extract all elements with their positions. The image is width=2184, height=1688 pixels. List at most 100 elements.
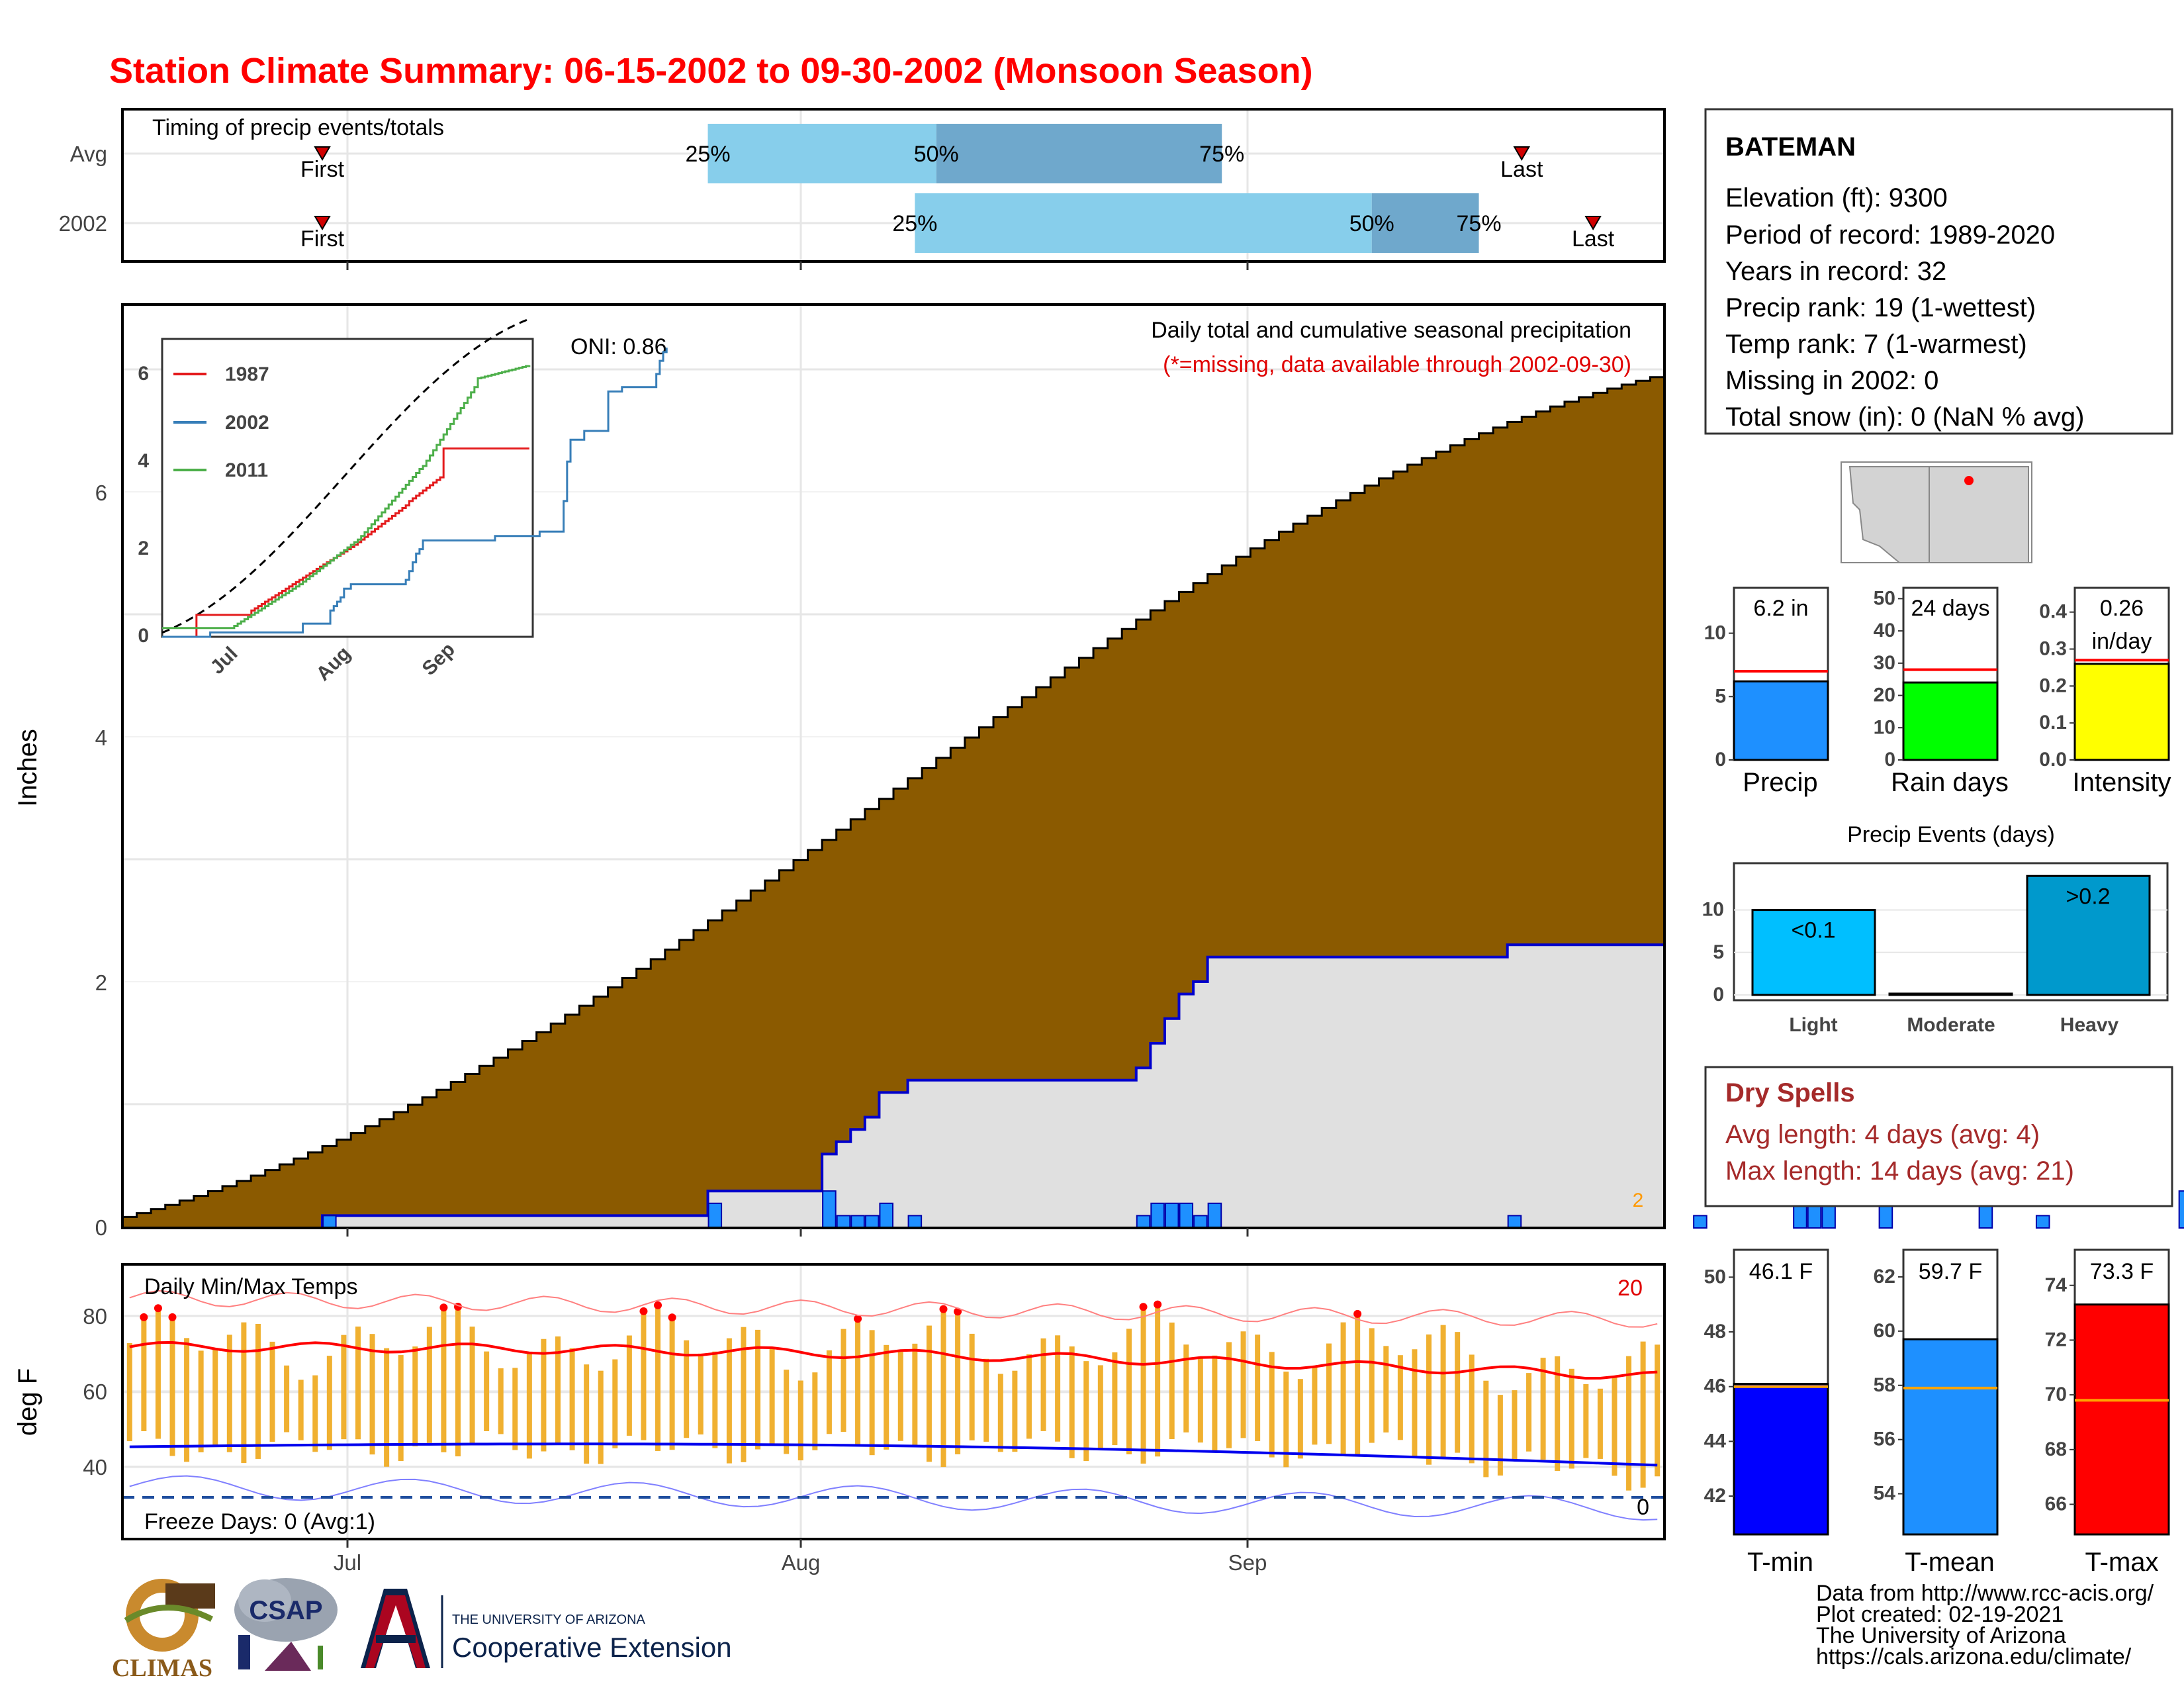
daily-temp-bar [1569, 1368, 1574, 1469]
inset-ytick-4: 4 [138, 450, 149, 472]
daily-temp-bar [1440, 1325, 1446, 1458]
daily-temp-bar [284, 1365, 290, 1432]
temp-count-high: 20 [1617, 1276, 1643, 1301]
tempbar-label-tmax: T-max [2085, 1548, 2158, 1577]
year-cumulative-line [122, 943, 1664, 1229]
daily-temp-bar [1312, 1367, 1318, 1445]
temp-panel: Daily Min/Max Temps 20 0 Freeze Days: 0 … [13, 1263, 1666, 1575]
daily-precip-bar [2035, 1215, 2050, 1229]
daily-temp-bar [1155, 1307, 1161, 1457]
timing-label-50-1: 50% [1349, 211, 1394, 236]
precip-areas [121, 376, 1666, 1229]
credit-line-1: Data from http://www.rcc-acis.org/ [1816, 1581, 2154, 1606]
daily-temp-bar [1240, 1331, 1246, 1438]
summary-bar-0 [1733, 680, 1829, 761]
station-line-missing: Missing in 2002: 0 [1725, 366, 1938, 395]
inset-xtick-sep: Sep [418, 639, 459, 680]
summary-value-1-0: 24 days [1911, 596, 1989, 621]
daily-temp-bar [1369, 1328, 1375, 1443]
tempbar-ticklabel-2-4: 74 [2045, 1274, 2068, 1296]
events-xtick-heavy: Heavy [2060, 1014, 2119, 1036]
daily-temp-bar [1526, 1373, 1532, 1452]
daily-temp-bar [955, 1314, 961, 1454]
daily-temp-bar [1083, 1361, 1089, 1462]
station-info-box: BATEMAN Elevation (ft): 9300 Period of r… [1704, 108, 2173, 435]
record-high-marker [939, 1305, 948, 1313]
daily-precip-bar [822, 1190, 837, 1229]
summary-ticklabel-1-3: 30 [1874, 652, 1895, 674]
daily-temp-bar [255, 1324, 261, 1459]
summary-ticklabel-2-0: 0.0 [2039, 749, 2067, 771]
inset-xtick-jul: Jul [206, 643, 242, 679]
daily-temp-bar [1297, 1379, 1303, 1459]
daily-temp-bar [1012, 1370, 1018, 1452]
summary-ticklabel-0-0: 0 [1715, 749, 1726, 771]
daily-temp-bar [612, 1359, 618, 1448]
daily-temp-bar [940, 1311, 946, 1468]
dry-spells-max: Max length: 14 days (avg: 21) [1725, 1156, 2074, 1186]
daily-temp-bar [598, 1370, 604, 1464]
dry-spells-box: Dry Spells Avg length: 4 days (avg: 4) M… [1704, 1066, 2173, 1207]
events-bar-2 [2026, 874, 2151, 996]
record-low-line [129, 1475, 1658, 1521]
daily-temp-bar [1612, 1376, 1617, 1476]
station-line-period: Period of record: 1989-2020 [1725, 220, 2055, 250]
daily-precip-bar [836, 1215, 851, 1229]
daily-temp-bar [126, 1342, 132, 1442]
xtick-sep: Sep [1228, 1550, 1267, 1575]
daily-temp-bar [141, 1319, 147, 1432]
daily-temp-bar [1097, 1365, 1103, 1450]
record-high-marker [1353, 1309, 1362, 1318]
daily-temp-bar [684, 1340, 690, 1438]
daily-temp-bar [1255, 1335, 1261, 1441]
tempbar-ticklabel-2-3: 72 [2045, 1329, 2067, 1350]
daily-precip-bar [1136, 1215, 1151, 1229]
tempbar-ticklabel-0-1: 44 [1704, 1430, 1727, 1452]
precip-ytick-6: 6 [95, 481, 107, 505]
locator-map [1841, 461, 2032, 563]
tempbar-ticklabel-1-2: 58 [1874, 1374, 1895, 1396]
first-event-marker-0 [314, 146, 331, 161]
daily-temp-bar [983, 1358, 989, 1442]
daily-temp-bar [1555, 1356, 1561, 1472]
timing-title: Timing of precip events/totals [152, 115, 444, 140]
last-event-marker-1 [1584, 216, 1602, 230]
climas-logo: CLIMAS [112, 1579, 215, 1682]
tempbar-ticklabel-1-0: 54 [1874, 1483, 1896, 1505]
inset-legend-2011: 2011 [225, 459, 268, 481]
dry-spells-avg: Avg length: 4 days (avg: 4) [1725, 1120, 2040, 1149]
summary-ticklabel-1-0: 0 [1884, 749, 1895, 771]
summary-ticklabel-0-2: 10 [1704, 622, 1726, 644]
daily-temp-bar [155, 1311, 161, 1439]
daily-temp-bar [555, 1336, 561, 1444]
year-cumulative-area [122, 945, 1664, 1228]
precip-panel-title: Daily total and cumulative seasonal prec… [1151, 318, 1631, 343]
timing-bars: 25% 50% 75% First Last 25% 50% 75% First Last [300, 124, 1615, 253]
timing-panel: 25% 50% 75% First Last 25% 50% 75% First Last Tim… [59, 108, 1666, 270]
daily-temp-bar [341, 1335, 347, 1440]
daily-temp-bar [884, 1344, 889, 1450]
ua-logo-small-text: THE UNIVERSITY OF ARIZONA [452, 1613, 646, 1627]
record-high-marker [654, 1301, 662, 1309]
credits: Data from http://www.rcc-acis.org/ Plot … [1816, 1581, 2154, 1669]
events-value-0: <0.1 [1791, 918, 1835, 943]
daily-temp-bar [1169, 1322, 1175, 1439]
timing-label-75-1: 75% [1457, 211, 1502, 236]
summary-label-precip: Precip [1743, 768, 1817, 797]
daily-temp-bar [198, 1350, 204, 1452]
daily-temp-bar [655, 1307, 661, 1451]
precip-panel-subtitle: (*=missing, data available through 2002-… [1163, 352, 1631, 377]
daily-temp-bar [312, 1375, 318, 1452]
temp-summary-bars: 46.1 F 42 44 46 48 50 59.7 F 54 56 58 60 62 73.3 F 66… [1704, 1248, 2170, 1536]
timing-label-75-0: 75% [1199, 142, 1244, 167]
inset-legend-1987: 1987 [225, 363, 269, 385]
inset-series-2011 [162, 365, 531, 630]
timing-bar-q50-q75-1 [1371, 193, 1479, 253]
daily-precip-bar [2178, 1190, 2184, 1229]
daily-temp-bar [812, 1372, 818, 1450]
summary-ticklabel-2-2: 0.2 [2039, 675, 2067, 696]
daily-temp-bar [441, 1310, 447, 1452]
daily-temp-bar [584, 1364, 590, 1464]
daily-temp-bar [1455, 1332, 1461, 1453]
summary-ticklabel-1-1: 10 [1874, 716, 1895, 738]
